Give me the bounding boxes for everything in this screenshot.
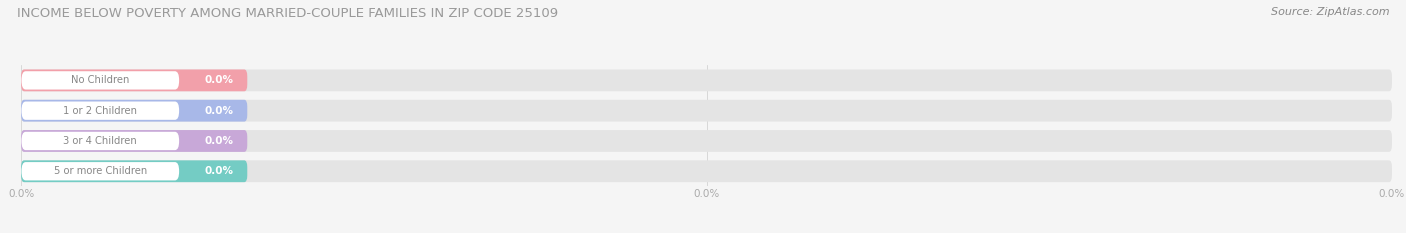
FancyBboxPatch shape (21, 69, 247, 91)
FancyBboxPatch shape (21, 130, 247, 152)
Text: INCOME BELOW POVERTY AMONG MARRIED-COUPLE FAMILIES IN ZIP CODE 25109: INCOME BELOW POVERTY AMONG MARRIED-COUPL… (17, 7, 558, 20)
FancyBboxPatch shape (21, 160, 247, 182)
FancyBboxPatch shape (21, 71, 179, 89)
Text: 1 or 2 Children: 1 or 2 Children (63, 106, 138, 116)
FancyBboxPatch shape (21, 162, 179, 180)
FancyBboxPatch shape (21, 132, 179, 150)
FancyBboxPatch shape (21, 69, 1392, 91)
Text: 0.0%: 0.0% (204, 75, 233, 85)
FancyBboxPatch shape (21, 102, 179, 120)
Text: 0.0%: 0.0% (204, 166, 233, 176)
Text: 3 or 4 Children: 3 or 4 Children (63, 136, 138, 146)
FancyBboxPatch shape (21, 100, 1392, 122)
Text: No Children: No Children (72, 75, 129, 85)
Text: Source: ZipAtlas.com: Source: ZipAtlas.com (1271, 7, 1389, 17)
Text: 5 or more Children: 5 or more Children (53, 166, 148, 176)
FancyBboxPatch shape (21, 160, 1392, 182)
Text: 0.0%: 0.0% (204, 106, 233, 116)
Text: 0.0%: 0.0% (204, 136, 233, 146)
FancyBboxPatch shape (21, 100, 247, 122)
FancyBboxPatch shape (21, 130, 1392, 152)
